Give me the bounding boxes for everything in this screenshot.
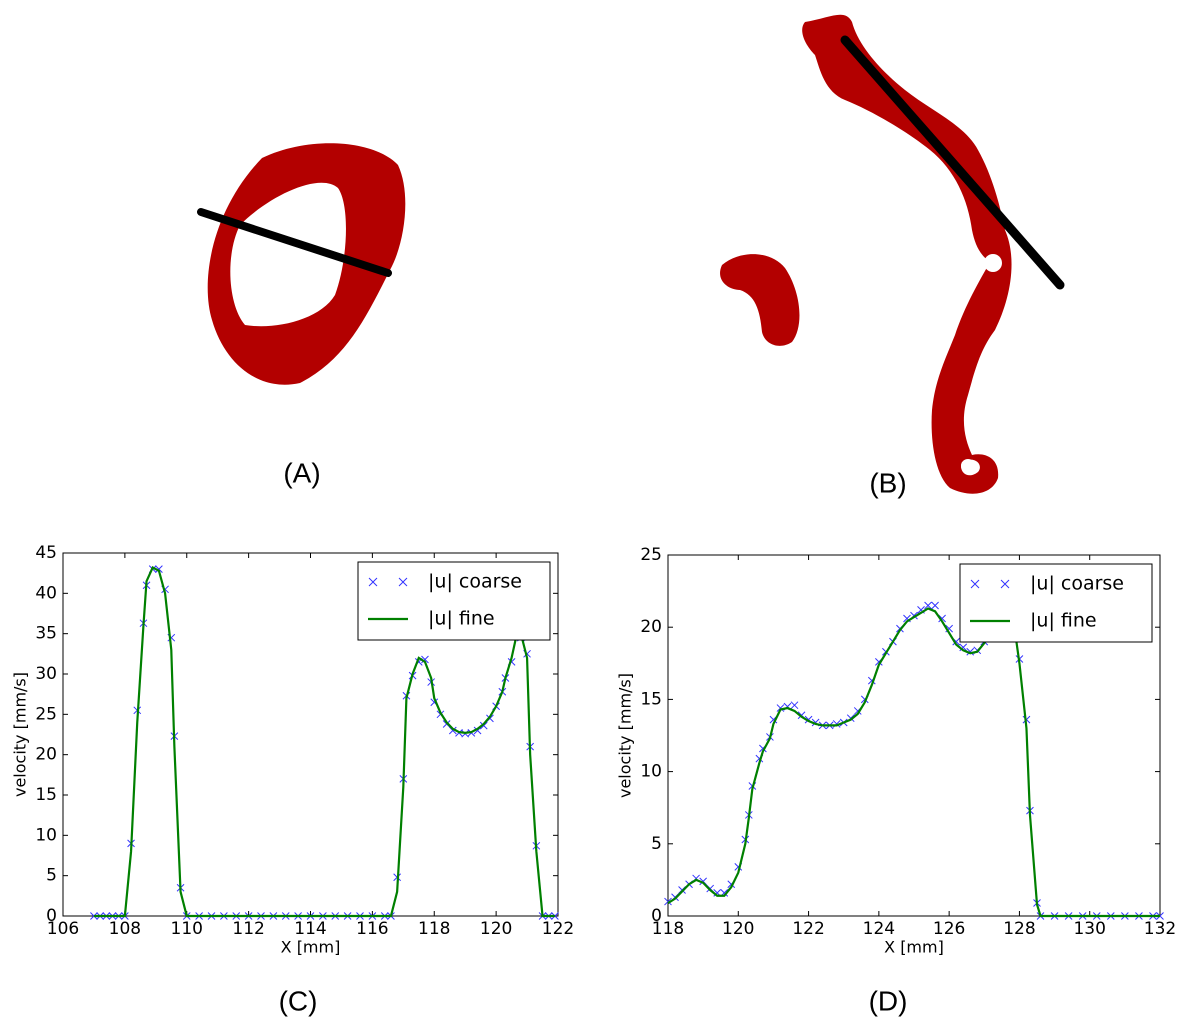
x-tick-label: 118 [418,919,450,939]
legend-label: |u| fine [428,608,495,630]
cut-line [197,208,392,277]
panel-label: (B) [869,467,906,498]
legend-marker [970,579,980,589]
panel-label: (D) [869,985,908,1016]
vessel-section [802,14,1012,494]
x-tick-label: 110 [171,919,203,939]
y-tick-label: 30 [35,664,57,684]
x-tick-label: 120 [722,919,754,939]
x-tick-label: 116 [356,919,388,939]
x-tick-label: 120 [480,919,512,939]
panel-label: (A) [283,457,320,488]
y-axis-label: velocity [mm/s] [616,673,635,798]
y-tick-label: 10 [640,762,662,782]
legend-box [959,563,1153,643]
y-tick-label: 10 [35,825,57,845]
y-tick-label: 15 [35,785,57,805]
legend-label: |u| fine [1030,610,1097,632]
data-point [790,701,799,710]
y-axis-label: velocity [mm/s] [11,672,30,797]
legend-marker [368,577,378,587]
y-tick-label: 25 [640,545,662,565]
data-point [421,655,429,664]
data-point [664,897,672,906]
x-tick-label: 128 [1003,919,1035,939]
data-point [155,565,163,573]
x-tick-label: 122 [542,919,574,939]
x-tick-label: 112 [232,919,264,939]
y-tick-label: 20 [35,745,57,765]
x-axis-label: X [mm] [281,938,341,957]
x-tick-label: 108 [109,919,141,939]
y-tick-label: 35 [35,624,57,644]
data-point [966,647,975,656]
vessel-blob [720,254,800,346]
y-tick-label: 45 [35,543,57,563]
x-tick-label: 126 [933,919,965,939]
x-axis-label: X [mm] [884,938,944,957]
y-tick-label: 5 [46,866,57,886]
x-tick-label: 114 [294,919,326,939]
data-line [93,566,555,918]
panel-label: (C) [279,985,318,1016]
data-point [479,721,488,730]
y-tick-label: 20 [640,617,662,637]
x-tick-label: 122 [792,919,824,939]
legend-label: |u| coarse [1030,573,1124,595]
vessel-notch [961,459,975,473]
cut-line [840,35,1065,290]
legend-box [357,561,551,641]
legend-marker [398,577,408,587]
data-point [931,601,939,610]
y-tick-label: 0 [651,906,662,926]
y-tick-label: 5 [651,834,662,854]
data-point [448,726,457,735]
x-tick-label: 132 [1144,919,1176,939]
y-tick-label: 25 [35,704,57,724]
y-tick-label: 0 [46,906,57,926]
legend-marker [1000,579,1010,589]
x-tick-label: 118 [652,919,684,939]
y-tick-label: 15 [640,689,662,709]
data-line [667,607,1160,918]
x-tick-label: 130 [1073,919,1105,939]
y-tick-label: 40 [35,583,57,603]
data-point [924,601,932,610]
x-tick-label: 124 [863,919,895,939]
plot-frame [667,554,1161,917]
legend-label: |u| coarse [428,571,522,593]
vessel-ring [207,143,406,385]
vessel-notch [984,254,1002,272]
data-point [776,704,785,712]
x-tick-label: 106 [47,919,79,939]
